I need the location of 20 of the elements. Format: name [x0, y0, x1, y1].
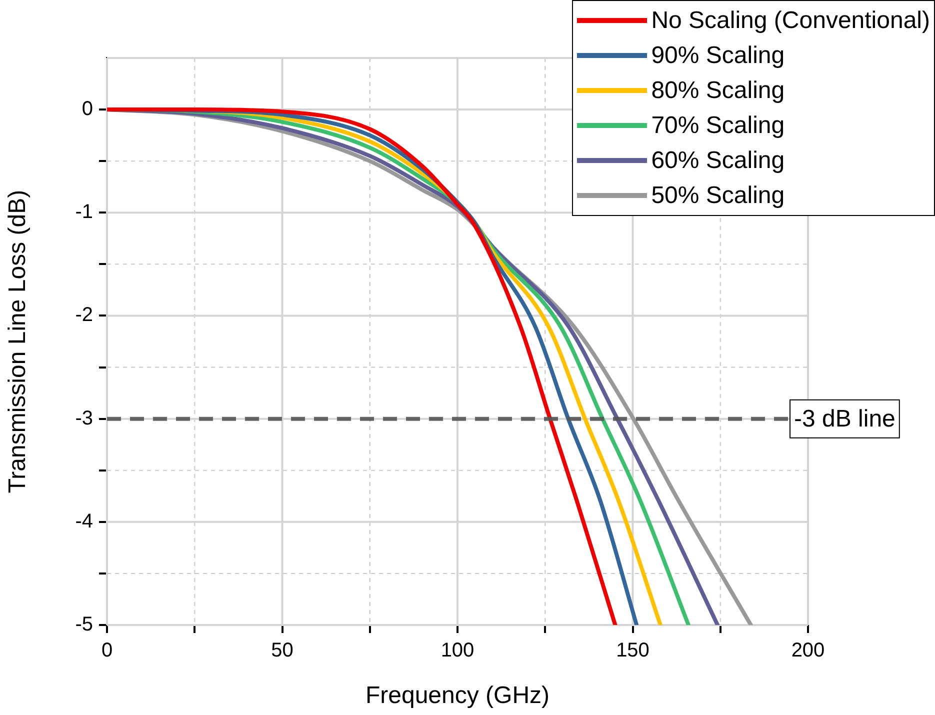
ref-line-label: -3 dB line: [794, 405, 896, 432]
legend-label: 70% Scaling: [651, 111, 785, 141]
x-tick-label: 100: [440, 640, 474, 662]
y-tick-label: 0: [82, 98, 93, 120]
y-tick-label: -5: [75, 614, 93, 636]
x-axis-title: Frequency (GHz): [365, 682, 550, 710]
y-tick-label: -1: [75, 201, 93, 224]
x-tick-label: 200: [791, 640, 825, 662]
legend-label: 50% Scaling: [651, 181, 785, 211]
x-tick-label: 150: [616, 640, 650, 662]
y-axis-title: Transmission Line Loss (dB): [4, 190, 32, 494]
legend-label: 90% Scaling: [651, 41, 785, 71]
y-tick-label: -3: [75, 407, 93, 430]
x-tick-label: 0: [101, 640, 113, 662]
legend-label: 60% Scaling: [651, 146, 785, 176]
legend-label: No Scaling (Conventional): [651, 6, 930, 36]
legend-label: 80% Scaling: [651, 76, 785, 106]
x-tick-label: 50: [271, 640, 294, 662]
y-tick-label: -4: [75, 510, 93, 532]
y-tick-label: -2: [75, 304, 93, 326]
